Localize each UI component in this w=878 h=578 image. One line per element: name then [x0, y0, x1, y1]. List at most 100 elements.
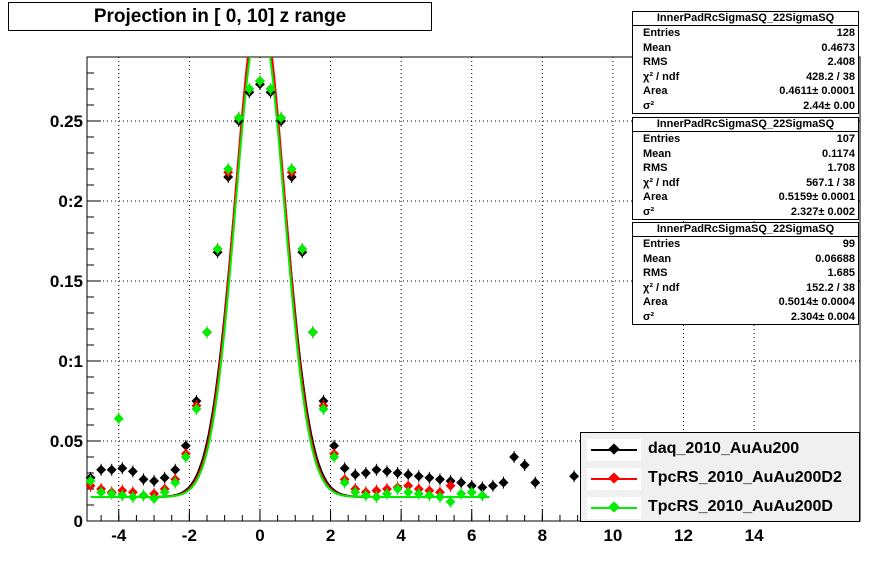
data-point: [487, 480, 498, 491]
data-point: [127, 492, 138, 502]
stats-key: σ²: [643, 99, 655, 112]
stats-key: Area: [643, 85, 668, 97]
stats-row: Mean 0.06688: [633, 252, 858, 267]
x-tick-label: 12: [674, 526, 693, 545]
stats-row: Entries 107: [633, 132, 858, 147]
x-tick-label: -4: [111, 526, 127, 545]
data-point: [180, 440, 191, 451]
data-point: [413, 488, 424, 499]
stats-value: 0.06688: [815, 252, 855, 265]
data-point: [212, 244, 223, 254]
x-tick-label: 6: [467, 526, 476, 545]
data-point: [329, 440, 340, 451]
data-point: [233, 112, 244, 123]
stats-value: 0.4611± 0.0001: [779, 85, 855, 97]
data-point: [138, 474, 149, 485]
stats-key: Entries: [643, 133, 681, 145]
data-point: [569, 471, 580, 482]
stats-value: 0.1174: [821, 147, 855, 160]
data-point: [191, 404, 202, 414]
x-tick-label: 8: [538, 526, 547, 545]
data-point: [329, 452, 340, 462]
stats-box-1: InnerPadRcSigmaSQ_22SigmaSQ Entries 107 Mea…: [632, 117, 859, 220]
legend-entry-tpcrs-d2: TpcRS_2010_AuAu200D2: [581, 464, 859, 494]
data-point: [392, 468, 403, 478]
stats-title: InnerPadRcSigmaSQ_22SigmaSQ: [633, 12, 858, 26]
data-point: [339, 477, 350, 488]
data-point: [424, 490, 435, 501]
stats-value: 0.5159± 0.0001: [778, 191, 855, 203]
stats-key: χ² / ndf: [643, 70, 680, 83]
stats-value: 99: [842, 238, 855, 250]
data-point: [159, 472, 170, 483]
stats-key: Entries: [643, 238, 681, 250]
stats-key: Mean: [643, 252, 672, 265]
y-tick-label: 0: [74, 512, 83, 531]
stats-value: 1.708: [827, 162, 855, 174]
data-point: [445, 480, 456, 491]
stats-key: Mean: [643, 147, 672, 160]
data-point: [382, 466, 392, 477]
data-point: [371, 492, 382, 502]
data-point: [223, 164, 234, 174]
data-point: [466, 487, 477, 498]
stats-row: Entries 99: [633, 237, 858, 252]
stats-row: RMS 1.708: [633, 161, 858, 176]
data-point: [445, 496, 456, 507]
data-point: [170, 477, 181, 488]
data-point: [170, 464, 181, 475]
data-point: [138, 490, 149, 501]
data-point: [435, 474, 445, 485]
stats-row: σ² 2.327± 0.002: [633, 205, 858, 220]
stats-value: 128: [836, 27, 855, 39]
stats-value: 2.44± 0.00: [803, 99, 855, 112]
stats-row: RMS 1.685: [633, 266, 858, 281]
stats-key: χ² / ndf: [643, 176, 680, 189]
chart-title: Projection in [ 0, 10] z range: [93, 6, 347, 27]
stats-key: χ² / ndf: [643, 281, 680, 294]
stats-value: 567.1 / 38: [806, 176, 855, 189]
y-tick-label: 0.25: [50, 112, 83, 131]
stats-value: 152.2 / 38: [806, 281, 855, 294]
data-point: [519, 460, 530, 470]
x-tick-label: 2: [326, 526, 335, 545]
data-point: [350, 469, 361, 480]
x-tick-label: 14: [745, 526, 764, 545]
data-point: [149, 476, 160, 486]
stats-row: Area 0.5159± 0.0001: [633, 190, 858, 205]
data-point: [286, 164, 297, 174]
data-point: [456, 488, 467, 499]
data-point: [202, 327, 212, 338]
legend-entry-daq: daq_2010_AuAu200: [581, 435, 859, 465]
data-point: [456, 477, 467, 488]
stats-row: χ² / ndf 152.2 / 38: [633, 281, 858, 296]
stats-box-0: InnerPadRcSigmaSQ_22SigmaSQ Entries 128 Mea…: [632, 11, 859, 114]
stats-key: RMS: [643, 56, 668, 68]
stats-row: χ² / ndf 428.2 / 38: [633, 70, 858, 85]
data-point: [403, 487, 414, 498]
stats-value: 2.327± 0.002: [790, 205, 855, 218]
x-tick-label: 4: [396, 526, 406, 545]
stats-key: Area: [643, 296, 668, 308]
stats-row: Mean 0.1174: [633, 147, 858, 162]
legend-entry-tpcrs-d: TpcRS_2010_AuAu200D: [581, 493, 859, 523]
legend-label-daq: daq_2010_AuAu200: [648, 440, 800, 457]
y-tick-label: 0:2: [58, 192, 83, 211]
stats-row: Area 0.4611± 0.0001: [633, 84, 858, 99]
stats-key: RMS: [643, 162, 668, 174]
stats-box-2: InnerPadRcSigmaSQ_22SigmaSQ Entries 99 Mean…: [632, 222, 859, 325]
stats-row: Area 0.5014± 0.0004: [633, 295, 858, 310]
data-point: [477, 482, 488, 493]
data-point: [371, 485, 382, 496]
stats-key: σ²: [643, 310, 655, 323]
x-tick-label: -2: [182, 526, 197, 545]
stats-key: RMS: [643, 267, 668, 279]
data-point: [403, 469, 414, 480]
data-point: [392, 484, 403, 494]
data-point: [360, 490, 371, 501]
data-point: [318, 404, 329, 414]
stats-value: 2.304± 0.004: [790, 310, 855, 323]
data-point: [360, 468, 371, 478]
y-tick-label: 0:1: [58, 352, 83, 371]
data-point: [350, 487, 361, 498]
